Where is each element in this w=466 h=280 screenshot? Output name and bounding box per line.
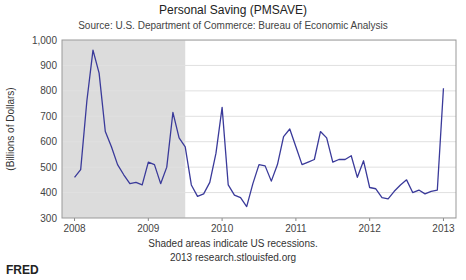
chart: Personal Saving (PMSAVE) Source: U.S. Dep… [0, 0, 466, 280]
y-axis-label: (Billions of Dollars) [5, 87, 16, 170]
x-tick-label: 2008 [63, 223, 86, 234]
y-tick-label: 300 [40, 213, 57, 224]
x-tick-label: 2011 [285, 223, 307, 234]
grid-line [62, 141, 456, 142]
x-tick-label: 2010 [211, 223, 234, 234]
plot-frame [62, 40, 456, 218]
x-tick-label: 2012 [359, 223, 382, 234]
subtitle: Source: U.S. Department of Commerce: Bur… [78, 20, 388, 31]
y-tick-label: 500 [40, 162, 57, 173]
title: Personal Saving (PMSAVE) [159, 3, 307, 17]
y-tick-label: 1,000 [32, 35, 57, 46]
x-tick-label: 2009 [137, 223, 160, 234]
grid-line [62, 65, 456, 66]
note: 2013 research.stlouisfed.org [170, 252, 296, 263]
x-tick-label: 2013 [432, 223, 455, 234]
y-tick-label: 600 [40, 136, 57, 147]
y-tick-label: 800 [40, 85, 57, 96]
data-line [75, 50, 444, 206]
grid-line [62, 192, 456, 193]
y-tick-label: 900 [40, 60, 57, 71]
plot-area [62, 40, 456, 218]
axes: 300 400 500 600 700 800 900 1,000 2008 2009 2010 20… [32, 35, 455, 235]
y-tick-label: 700 [40, 111, 57, 122]
grid-line [62, 90, 456, 91]
grid-line [62, 116, 456, 117]
grid-line [62, 167, 456, 168]
note: Shaded areas indicate US recessions. [148, 238, 318, 249]
recession-shading [62, 40, 185, 218]
y-tick-label: 400 [40, 187, 57, 198]
source-label: FRED [6, 263, 39, 277]
